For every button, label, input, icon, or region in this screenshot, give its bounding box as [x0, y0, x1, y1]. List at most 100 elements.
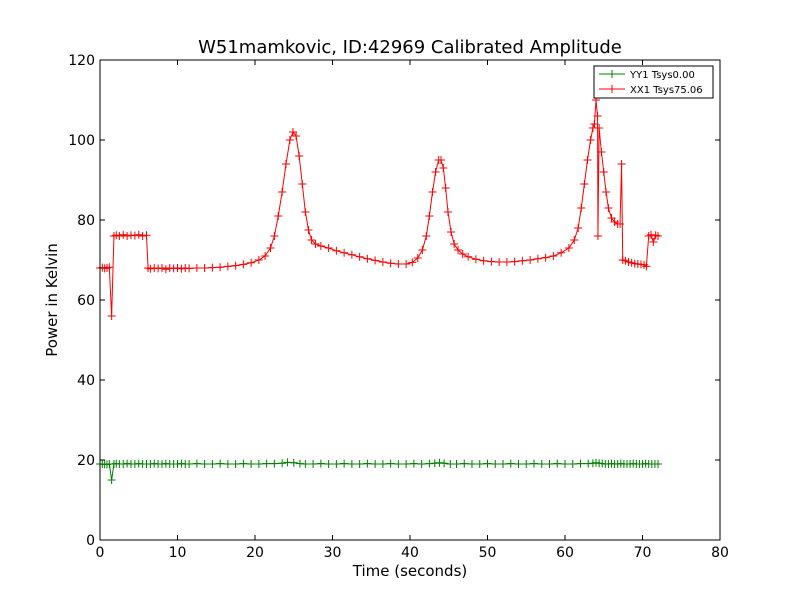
x-tick-label: 70 [634, 545, 652, 561]
data-point-marker [185, 460, 194, 468]
legend: YY1 Tsys0.00 XX1 Tsys75.06 [593, 65, 714, 99]
data-point-marker [304, 226, 313, 234]
data-point-marker [593, 112, 602, 120]
data-point-marker [247, 460, 256, 468]
data-point-marker [295, 152, 304, 160]
data-point-marker [254, 256, 263, 264]
data-point-marker [316, 459, 325, 468]
data-point-marker [502, 258, 511, 266]
data-point-marker [541, 253, 550, 262]
data-point-marker [468, 460, 476, 468]
data-point-marker [495, 258, 504, 266]
data-point-marker [239, 459, 248, 468]
data-point-marker [443, 208, 452, 216]
data-point-marker [593, 232, 602, 240]
data-point-marker [262, 459, 271, 468]
data-point-marker [402, 260, 411, 268]
data-point-marker [557, 248, 566, 257]
x-tick-label: 40 [401, 545, 419, 561]
data-point-marker [192, 459, 201, 468]
x-tick-label: 80 [711, 545, 729, 561]
data-point-marker [146, 264, 155, 273]
data-point-marker [487, 257, 496, 266]
data-point-marker [216, 459, 225, 468]
data-point-marker [278, 188, 287, 196]
series-yy1 [96, 458, 662, 484]
data-point-marker [604, 204, 613, 212]
data-point-marker [177, 264, 186, 273]
chart-title: W51mamkovic, ID:42969 Calibrated Amplitu… [198, 37, 622, 58]
series-xx1 [96, 96, 662, 320]
legend-entry: XX1 Tsys75.06 [599, 85, 703, 96]
data-point-marker [553, 459, 562, 468]
data-point-marker [292, 132, 301, 140]
y-tick-label: 40 [77, 373, 95, 389]
data-point-marker [464, 252, 473, 261]
data-point-marker [537, 460, 546, 468]
data-point-marker [142, 231, 151, 240]
data-point-marker [417, 460, 426, 468]
data-point-marker [274, 212, 283, 220]
data-point-marker [347, 460, 356, 468]
data-point-marker [332, 246, 341, 255]
data-point-marker [298, 180, 307, 188]
data-point-marker [549, 252, 558, 260]
data-point-marker [479, 256, 488, 265]
data-point-marker [447, 228, 456, 236]
data-point-marker [270, 232, 279, 240]
data-point-marker [386, 459, 395, 468]
data-point-marker [580, 180, 589, 188]
data-point-marker [289, 458, 298, 467]
legend-label: XX1 Tsys75.06 [630, 85, 703, 96]
data-point-marker [378, 258, 387, 266]
data-point-marker [514, 460, 523, 468]
data-point-marker [200, 460, 209, 468]
data-point-marker [282, 160, 290, 168]
legend-entry: YY1 Tsys0.00 [599, 70, 695, 81]
data-point-marker [285, 136, 294, 144]
data-point-marker [506, 459, 515, 468]
data-point-marker [138, 232, 147, 240]
data-point-marker [533, 254, 542, 263]
legend-marker [608, 70, 616, 78]
data-point-marker [307, 236, 316, 244]
data-point-marker [597, 148, 606, 156]
data-point-marker [408, 258, 417, 267]
data-point-marker [475, 460, 484, 468]
data-point-marker [311, 240, 320, 248]
data-point-marker [231, 261, 240, 270]
y-tick-label: 60 [77, 293, 95, 309]
data-point-marker [192, 264, 201, 272]
data-point-marker [483, 459, 492, 468]
data-point-marker [324, 460, 333, 468]
data-point-marker [617, 160, 626, 168]
data-point-marker [450, 240, 459, 248]
y-tick-label: 20 [77, 453, 95, 469]
data-point-marker [363, 254, 372, 263]
data-point-marker [340, 459, 349, 468]
data-point-marker [270, 459, 279, 468]
data-point-marker [208, 460, 217, 468]
data-point-marker [340, 248, 349, 257]
data-point-marker [134, 230, 143, 239]
data-point-marker [431, 168, 440, 176]
data-point-marker [378, 460, 387, 468]
data-point-marker [371, 460, 380, 468]
data-point-marker [216, 263, 225, 272]
data-point-marker [460, 459, 469, 468]
data-point-marker [254, 460, 263, 468]
data-point-marker [545, 460, 554, 468]
data-point-marker [568, 460, 577, 468]
data-point-marker [316, 242, 325, 250]
data-point-marker [324, 244, 333, 252]
data-point-marker [491, 460, 500, 468]
x-tick-label: 20 [246, 545, 264, 561]
data-point-marker [452, 460, 461, 468]
data-point-marker [355, 460, 364, 468]
data-point-marker [439, 164, 448, 172]
legend-marker [608, 85, 616, 93]
data-point-marker [158, 264, 166, 272]
data-point-marker [107, 476, 116, 484]
